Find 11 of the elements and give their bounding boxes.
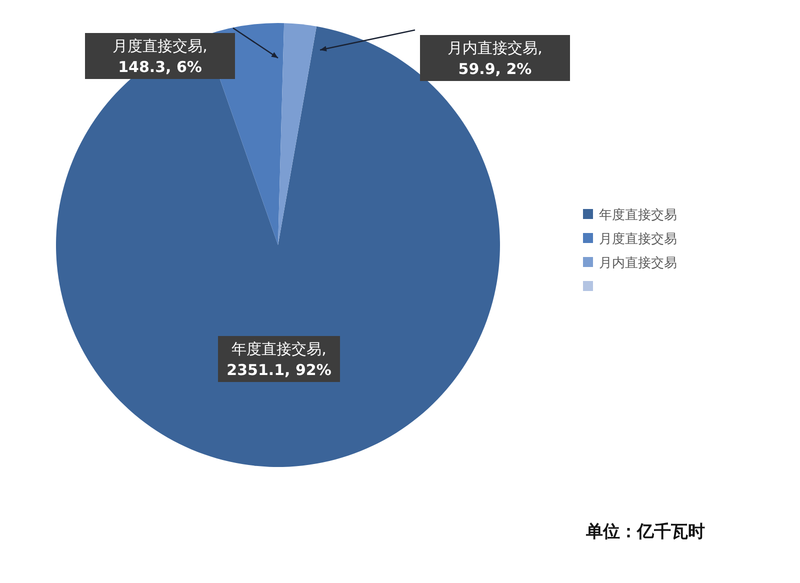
pie-slice — [278, 23, 317, 245]
legend-label: 年度直接交易 — [599, 207, 677, 223]
text: 148.3, 6% — [118, 58, 202, 76]
category-label: 月度直接交易, — [112, 37, 208, 55]
legend-label: 月度直接交易 — [599, 231, 677, 247]
text: 单位：亿千瓦时 — [585, 522, 705, 542]
text: 2351.1, 92% — [226, 361, 332, 379]
legend-label: 月内直接交易 — [599, 255, 677, 271]
category-label: 年度直接交易, — [232, 340, 326, 358]
category-label: 月内直接交易, — [448, 39, 542, 57]
text: 59.9, 2% — [458, 60, 532, 78]
